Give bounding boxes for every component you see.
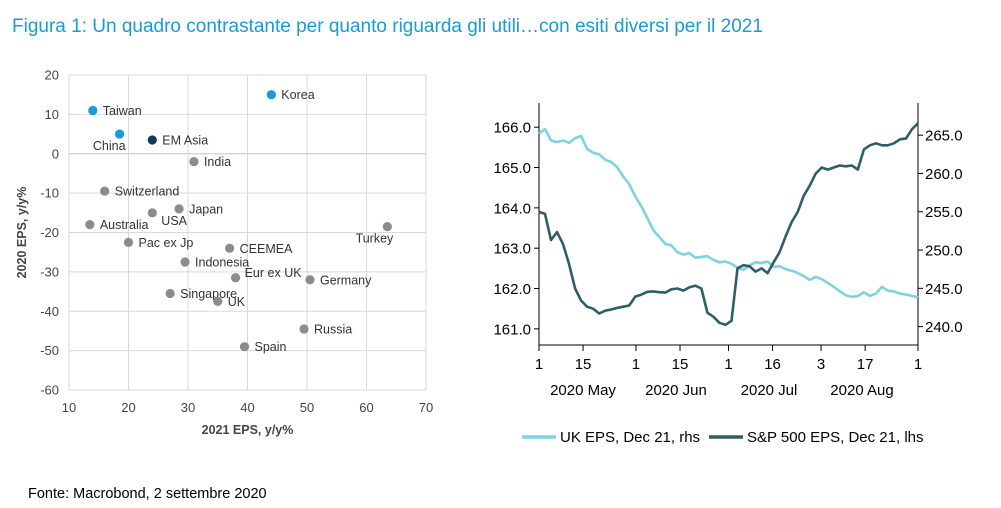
x-tick-label: 1 [535,356,543,373]
page-title: Figura 1: Un quadro contrastante per qua… [12,16,763,37]
line-series [538,122,919,327]
right-tick-label: 265.0 [925,128,963,145]
scatter-point-label: Indonesia [195,256,249,270]
scatter-point-label: EM Asia [162,133,208,147]
scatter-point-label: Russia [314,322,352,336]
scatter-y-tick-label: -60 [40,383,59,398]
x-axis-ticks: 1 15 1 15 1 16 3 17 1 2020 May 2020 Jun 2020 Jul 202… [535,345,922,399]
scatter-x-tick-label: 10 [62,400,76,415]
scatter-point-germany [305,275,315,285]
legend: UK EPS, Dec 21, rhs S&P 500 EPS, Dec 21,… [522,429,924,446]
x-tick-label: 1 [632,356,640,373]
x-tick-label: 15 [575,356,592,373]
scatter-point-label: Japan [189,202,223,216]
left-tick-label: 163.0 [493,241,531,258]
scatter-y-axis-title: 2020 EPS, y/y% [15,187,29,279]
scatter-y-tick-label: -40 [40,304,59,319]
left-tick-label: 165.0 [493,160,531,177]
scatter-x-tick-label: 40 [240,400,254,415]
scatter-y-tick-label: -10 [40,186,59,201]
scatter-point-label: Pac ex Jp [139,236,194,250]
x-tick-label: 16 [764,356,781,373]
left-tick-label: 161.0 [493,321,531,338]
scatter-point-eur-ex-uk [231,273,241,283]
x-month-label: 2020 Jun [645,382,707,399]
left-tick-label: 164.0 [493,200,531,217]
right-tick-label: 245.0 [925,281,963,298]
scatter-point-spain [239,342,250,352]
legend-uk-label: UK EPS, Dec 21, rhs [560,429,700,446]
scatter-point-label: Turkey [356,232,394,246]
scatter-point-indonesia [180,257,190,267]
scatter-point-label: USA [161,214,187,228]
x-month-label: 2020 Jul [741,382,798,399]
scatter-point-ceemea [225,243,235,253]
source-note: Fonte: Macrobond, 2 settembre 2020 [28,486,267,502]
scatter-point-japan [174,204,184,214]
left-tick-label: 166.0 [493,120,531,137]
series-sp500-eps-line [538,122,919,327]
scatter-y-tick-label: -20 [40,225,59,240]
scatter-point-india [189,157,199,167]
left-tick-label: 162.0 [493,281,531,298]
scatter-point-label: Switzerland [115,185,180,199]
right-tick-label: 260.0 [925,166,963,183]
scatter-point-china [114,129,125,139]
scatter-x-tick-label: 50 [300,400,314,415]
right-tick-label: 240.0 [925,319,963,336]
x-tick-label: 17 [857,356,874,373]
scatter-x-tick-label: 20 [121,400,135,415]
scatter-point-usa [147,208,157,218]
legend-sp-label: S&P 500 EPS, Dec 21, lhs [747,429,924,446]
right-tick-label: 250.0 [925,243,963,260]
scatter-point-label: China [93,139,126,153]
x-tick-label: 1 [724,356,732,373]
scatter-y-tick-label: 0 [52,146,59,161]
scatter-y-tick-label: -50 [40,343,59,358]
series-uk-eps-line [538,127,919,299]
scatter-x-tick-label: 60 [359,400,373,415]
scatter-x-axis-title: 2021 EPS, y/y% [202,423,294,437]
scatter-point-label: Spain [255,340,287,354]
scatter-point-taiwan [88,105,98,116]
scatter-point-label: Taiwan [103,104,142,118]
line-chart-frame [538,103,919,346]
scatter-point-label: Australia [100,218,149,232]
scatter-point-turkey [382,221,392,232]
scatter-y-ticks: 20 10 0 -10 -20 -30 -40 -50 -60 [40,68,59,398]
x-tick-label: 15 [672,356,689,373]
scatter-y-tick-label: 10 [45,107,59,122]
scatter-point-label: India [204,155,231,169]
scatter-point-singapore [165,288,175,299]
scatter-point-uk [213,296,223,307]
scatter-point-label: UK [228,295,246,309]
x-tick-label: 1 [914,356,922,373]
left-axis-ticks: 166.0 165.0 164.0 163.0 162.0 161.0 [493,120,539,338]
scatter-point-label: Singapore [180,287,237,301]
scatter-point-em-asia [147,135,157,145]
scatter-points: Korea Taiwan China EM Asia India Switzerland J… [85,88,394,354]
scatter-y-tick-label: 20 [45,68,59,83]
scatter-grid [68,74,427,391]
scatter-point-australia [85,220,95,230]
scatter-point-label: Korea [281,88,314,102]
scatter-y-tick-label: -30 [40,264,59,279]
scatter-point-korea [266,90,276,100]
scatter-x-tick-label: 70 [419,400,433,415]
scatter-x-tick-label: 30 [181,400,195,415]
right-axis-ticks: 265.0 260.0 255.0 250.0 245.0 240.0 [918,128,963,336]
scatter-point-pac-ex-jp [123,237,134,247]
x-tick-label: 3 [817,356,825,373]
scatter-point-label: Eur ex UK [245,266,303,280]
x-month-label: 2020 Aug [830,382,893,399]
scatter-point-label: Germany [320,273,372,287]
scatter-point-label: CEEMEA [240,242,293,256]
scatter-point-switzerland [100,186,110,196]
scatter-x-ticks: 10 20 30 40 50 60 70 [62,400,433,415]
right-tick-label: 255.0 [925,204,963,221]
x-month-label: 2020 May [550,382,616,399]
scatter-point-russia [299,324,309,334]
